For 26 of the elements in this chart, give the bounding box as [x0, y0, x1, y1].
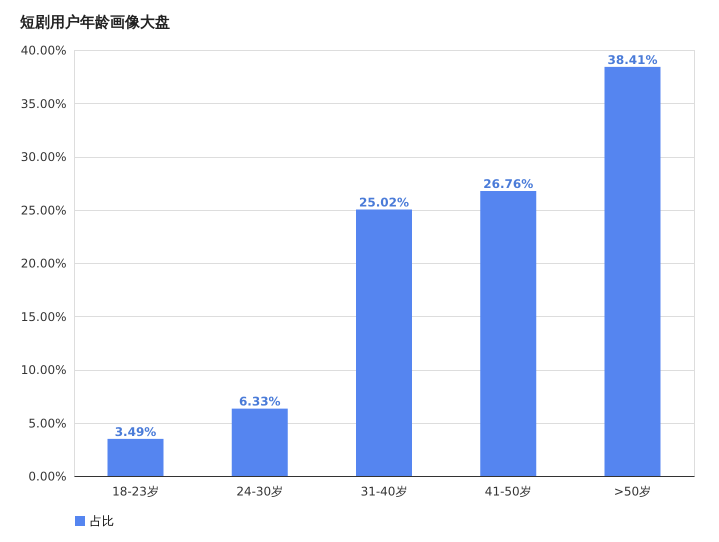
y-tick-label: 20.00% — [20, 256, 66, 270]
y-tick-label: 40.00% — [20, 44, 66, 58]
x-tick-label: >50岁 — [614, 484, 652, 498]
y-tick-label: 35.00% — [20, 96, 66, 111]
data-label: 6.33% — [238, 394, 281, 409]
y-tick-label: 30.00% — [20, 150, 66, 164]
y-tick-label: 25.00% — [20, 203, 66, 218]
bar — [232, 408, 288, 476]
data-label: 25.02% — [359, 196, 409, 210]
bar — [480, 191, 536, 476]
y-tick-label: 15.00% — [20, 310, 66, 324]
data-label: 26.76% — [483, 177, 534, 192]
x-tick-label: 18-23岁 — [112, 484, 159, 498]
bar — [604, 66, 660, 476]
data-label: 3.49% — [114, 424, 156, 439]
y-tick-label: 10.00% — [20, 363, 66, 377]
x-tick-label: 24-30岁 — [236, 484, 284, 498]
x-tick-label: 31-40岁 — [360, 484, 408, 498]
y-tick-label: 0.00% — [28, 470, 66, 484]
chart-title: 短剧用户年龄画像大盘 — [19, 13, 170, 31]
x-tick-label: 41-50岁 — [484, 484, 532, 498]
legend-label: 占比 — [90, 514, 114, 528]
bar — [108, 438, 164, 476]
data-label: 38.41% — [608, 52, 658, 67]
bar — [356, 210, 412, 476]
y-tick-label: 5.00% — [28, 416, 66, 430]
